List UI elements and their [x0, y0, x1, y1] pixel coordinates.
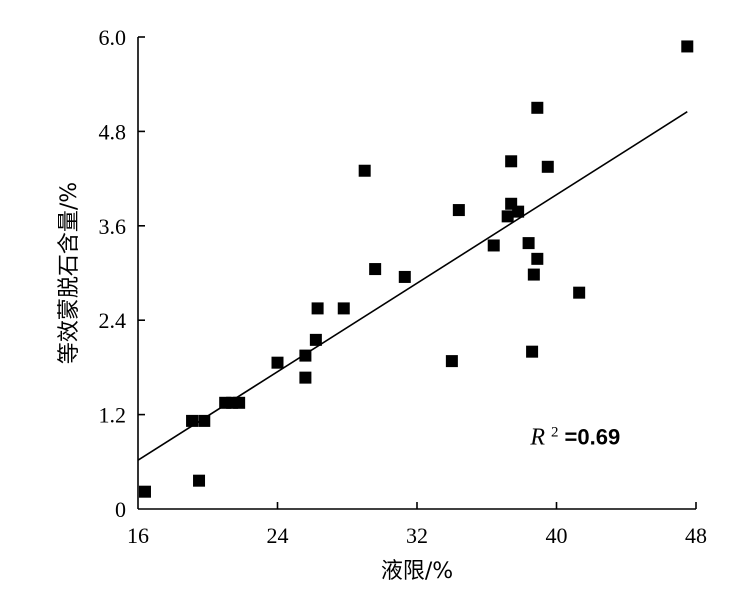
data-point [527, 268, 540, 281]
data-point [681, 40, 694, 53]
plot-area: 16 24 32 40 48 0 1.2 2.4 3.6 4.8 6.0 [99, 25, 708, 548]
data-point [505, 155, 518, 168]
data-point [445, 355, 458, 368]
data-point [398, 270, 411, 283]
r-squared-annotation: R 2 =0.69 [529, 424, 620, 450]
x-tick-label: 40 [546, 523, 568, 548]
y-tick-label: 4.8 [99, 119, 127, 144]
data-point [311, 302, 324, 315]
data-point [337, 302, 350, 315]
data-point [452, 204, 465, 217]
y-tick-group: 0 1.2 2.4 3.6 4.8 6.0 [99, 25, 145, 522]
data-point [369, 263, 382, 276]
x-axis-title: 液限/% [381, 559, 453, 584]
data-point [505, 197, 518, 210]
data-point [299, 349, 312, 362]
x-tick-group: 16 24 32 40 48 [127, 502, 707, 548]
data-point [138, 485, 151, 498]
r-squared-prefix: R [529, 424, 545, 450]
y-tick-label: 0 [115, 497, 126, 522]
data-point [526, 345, 539, 358]
data-point [193, 474, 206, 487]
data-point [186, 414, 199, 427]
data-point [531, 101, 544, 114]
y-tick-label: 1.2 [99, 403, 127, 428]
x-tick-label: 48 [685, 523, 707, 548]
x-tick-label: 16 [127, 523, 149, 548]
data-point [531, 252, 544, 265]
data-point [512, 205, 525, 218]
r-squared-value: =0.69 [565, 424, 621, 449]
data-point [358, 164, 371, 177]
data-point [522, 237, 535, 250]
data-point [299, 371, 312, 384]
data-point [501, 210, 514, 223]
data-point [487, 239, 500, 252]
y-tick-label: 6.0 [99, 25, 127, 50]
data-points [138, 40, 694, 498]
x-tick-label: 32 [406, 523, 428, 548]
data-point [309, 333, 322, 346]
data-point [573, 286, 586, 299]
y-axis-title: 等效蒙脱石含量/% [57, 182, 82, 364]
data-point [233, 396, 246, 409]
y-tick-label: 2.4 [99, 308, 127, 333]
data-point [541, 160, 554, 173]
data-point [271, 356, 284, 369]
data-point [198, 414, 211, 427]
r-squared-superscript: 2 [551, 424, 559, 440]
x-tick-label: 24 [267, 523, 289, 548]
y-tick-label: 3.6 [99, 214, 127, 239]
